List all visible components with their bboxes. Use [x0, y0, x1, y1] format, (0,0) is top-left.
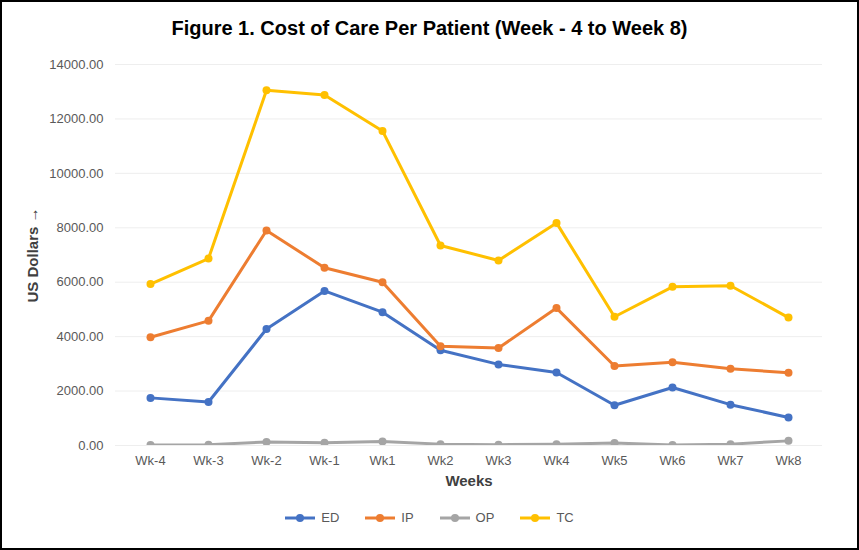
svg-text:10000.00: 10000.00 [49, 166, 103, 181]
svg-text:Wk1: Wk1 [370, 453, 396, 468]
svg-text:4000.00: 4000.00 [57, 329, 104, 344]
html-text:TC: TC [556, 510, 574, 525]
svg-text:8000.00: 8000.00 [57, 220, 104, 235]
html-text:Figure 1. Cost of Care Per Pat: Figure 1. Cost of Care Per Patient (Week… [171, 17, 688, 39]
svg-text:Wk-4: Wk-4 [135, 453, 165, 468]
svg-text:Wk2: Wk2 [428, 453, 454, 468]
svg-text:Wk-1: Wk-1 [309, 453, 339, 468]
html-text:IP: IP [401, 510, 414, 525]
html-text:ED: ED [321, 510, 340, 525]
svg-text:Wk-3: Wk-3 [193, 453, 223, 468]
svg-text:Wk-2: Wk-2 [251, 453, 281, 468]
svg-text:14000.00: 14000.00 [49, 57, 103, 72]
svg-text:Wk7: Wk7 [718, 453, 744, 468]
svg-text:0.00: 0.00 [78, 438, 103, 453]
svg-text:12000.00: 12000.00 [49, 111, 103, 126]
svg-text:Wk5: Wk5 [602, 453, 628, 468]
svg-text:US Dollars →: US Dollars → [24, 207, 41, 302]
svg-text:6000.00: 6000.00 [57, 274, 104, 289]
svg-text:2000.00: 2000.00 [57, 383, 104, 398]
svg-text:Weeks: Weeks [445, 472, 492, 489]
svg-text:Wk4: Wk4 [544, 453, 570, 468]
svg-text:Wk6: Wk6 [660, 453, 686, 468]
svg-text:Wk3: Wk3 [486, 453, 512, 468]
svg-text:Wk8: Wk8 [776, 453, 802, 468]
html-text:OP: OP [475, 510, 495, 525]
